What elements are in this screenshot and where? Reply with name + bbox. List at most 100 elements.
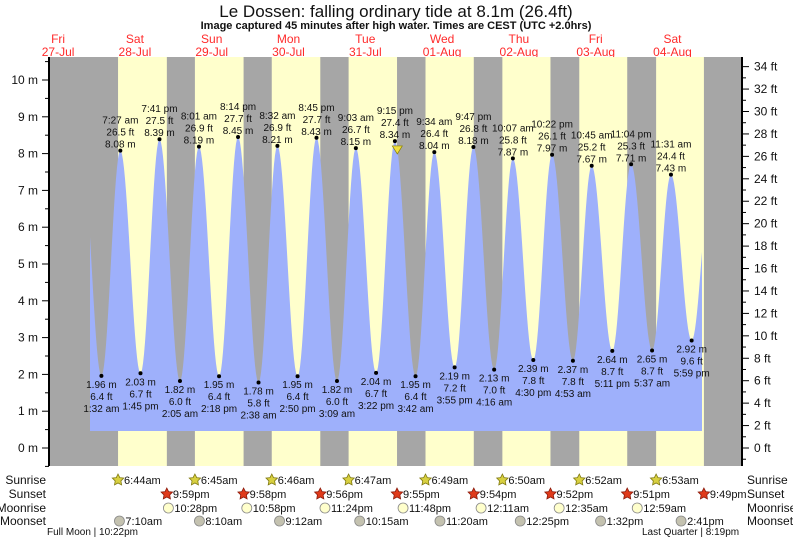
sunrise-time: 6:44am xyxy=(124,475,161,487)
high-tide-ft-label: 26.5 ft xyxy=(106,128,134,139)
sunset-star-icon xyxy=(697,487,711,500)
left-tick-label: 7 m xyxy=(18,183,38,197)
high-tide-time-label: 9:03 am xyxy=(338,113,374,124)
sunset-time: 9:54pm xyxy=(480,489,517,501)
sunset-star-icon xyxy=(160,487,174,500)
low-tide-time-label: 3:09 am xyxy=(319,409,355,420)
low-tide-m-label: 2.64 m xyxy=(597,355,628,366)
moonrise-time: 11:24pm xyxy=(331,503,373,515)
high-tide-m-label: 8.45 m xyxy=(223,126,254,137)
day-label-date: 27-Jul xyxy=(42,45,75,59)
low-tide-time-label: 1:45 pm xyxy=(122,401,158,412)
moonrise-time: 10:58pm xyxy=(253,503,296,515)
right-tick-label: 8 ft xyxy=(754,351,771,365)
extreme-point xyxy=(413,374,418,379)
high-tide-time-label: 7:27 am xyxy=(102,116,138,127)
sunrise-time: 6:47am xyxy=(355,475,392,487)
high-tide-m-label: 7.71 m xyxy=(616,153,647,164)
extreme-point xyxy=(217,374,222,379)
right-tick-label: 10 ft xyxy=(754,329,778,343)
sunrise-star-icon xyxy=(572,473,586,486)
high-tide-ft-label: 26.9 ft xyxy=(264,123,292,134)
low-tide-m-label: 2.03 m xyxy=(125,377,156,388)
left-tick-label: 0 m xyxy=(18,441,38,455)
sunset-star-icon xyxy=(390,487,404,500)
day-label-date: 01-Aug xyxy=(423,45,462,59)
high-tide-time-label: 11:31 am xyxy=(650,140,691,151)
moon-phase-last-quarter: Last Quarter | 8:19pm xyxy=(642,527,739,538)
day-label-dow: Thu xyxy=(509,32,530,46)
low-tide-time-label: 5:59 pm xyxy=(674,369,710,380)
high-tide-time-label: 8:32 am xyxy=(259,111,295,122)
high-tide-time-label: 8:14 pm xyxy=(220,102,256,113)
right-tick-label: 14 ft xyxy=(754,284,778,298)
low-tide-m-label: 1.96 m xyxy=(86,380,117,391)
moonset-time: 10:15am xyxy=(366,516,409,528)
high-tide-m-label: 8.18 m xyxy=(458,136,489,147)
astronomy-rows: Sunrise Sunrise 6:44am 6:45am 6:46am 6:47am 6:… xyxy=(0,473,793,538)
low-tide-ft-label: 6.4 ft xyxy=(208,392,230,403)
high-tide-time-label: 11:04 pm xyxy=(611,129,652,140)
sunset-time: 9:52pm xyxy=(556,489,593,501)
chart-title: Le Dossen: falling ordinary tide at 8.1m… xyxy=(219,2,572,21)
sunset-time: 9:51pm xyxy=(633,489,670,501)
high-tide-m-label: 8.08 m xyxy=(105,140,136,151)
high-tide-ft-label: 25.8 ft xyxy=(499,135,527,146)
high-tide-time-label: 9:34 am xyxy=(416,117,452,128)
low-tide-ft-label: 6.7 ft xyxy=(365,389,387,400)
day-label-date: 30-Jul xyxy=(272,45,305,59)
day-label-dow: Wed xyxy=(430,32,454,46)
extreme-point xyxy=(570,358,575,363)
high-tide-time-label: 10:22 pm xyxy=(531,120,573,131)
low-tide-ft-label: 6.4 ft xyxy=(90,392,112,403)
extreme-point xyxy=(432,150,437,155)
low-tide-m-label: 2.65 m xyxy=(637,354,668,365)
sunrise-time: 6:49am xyxy=(432,475,469,487)
high-tide-ft-label: 26.9 ft xyxy=(185,124,213,135)
sunset-time: 9:55pm xyxy=(403,489,440,501)
low-tide-ft-label: 7.0 ft xyxy=(483,386,505,397)
low-tide-m-label: 1.82 m xyxy=(322,385,353,396)
moonset-time: 7:10am xyxy=(125,516,162,528)
high-tide-m-label: 8.34 m xyxy=(380,130,411,141)
high-tide-m-label: 8.04 m xyxy=(419,141,450,152)
moonset-row-label-right: Moonset xyxy=(747,514,793,528)
extreme-point xyxy=(295,374,300,379)
sunrise-star-icon xyxy=(418,473,433,486)
moonset-icon xyxy=(114,515,125,527)
day-labels: Fri27-JulSat28-JulSun29-JulMon30-JulTue3… xyxy=(42,32,692,59)
sunset-star-icon xyxy=(543,487,558,500)
left-tick-label: 4 m xyxy=(18,294,38,308)
low-tide-time-label: 3:42 am xyxy=(397,404,433,415)
moonrise-icon xyxy=(397,502,409,514)
day-label-dow: Fri xyxy=(589,32,603,46)
extreme-point xyxy=(550,152,555,157)
extreme-point xyxy=(650,348,655,353)
right-tick-label: 30 ft xyxy=(754,105,778,119)
sunrise-star-icon xyxy=(188,473,202,486)
low-tide-time-label: 2:50 pm xyxy=(279,404,315,415)
low-tide-ft-label: 6.4 ft xyxy=(404,392,426,403)
high-tide-ft-label: 25.3 ft xyxy=(617,141,645,152)
moonset-row-label-left: Moonset xyxy=(0,514,47,528)
day-label-date: 29-Jul xyxy=(195,45,228,59)
right-tick-label: 18 ft xyxy=(754,239,778,253)
extreme-point xyxy=(177,379,182,384)
extreme-point xyxy=(392,139,397,144)
moonrise-time: 12:59am xyxy=(643,503,686,515)
low-tide-ft-label: 6.4 ft xyxy=(286,392,308,403)
low-tide-time-label: 3:55 pm xyxy=(437,395,473,406)
extreme-point xyxy=(353,146,358,151)
tide-area-path xyxy=(90,137,702,431)
moonset-icon xyxy=(595,515,607,527)
day-label-dow: Sat xyxy=(126,32,145,46)
low-tide-m-label: 2.13 m xyxy=(479,374,510,385)
moonset-time: 1:32pm xyxy=(607,516,644,528)
low-tide-time-label: 1:32 am xyxy=(83,404,119,415)
high-tide-m-label: 8.19 m xyxy=(184,136,215,147)
low-tide-ft-label: 7.8 ft xyxy=(562,377,584,388)
moonset-time: 9:12am xyxy=(286,516,323,528)
right-tick-label: 32 ft xyxy=(754,82,778,96)
left-tick-label: 6 m xyxy=(18,220,38,234)
